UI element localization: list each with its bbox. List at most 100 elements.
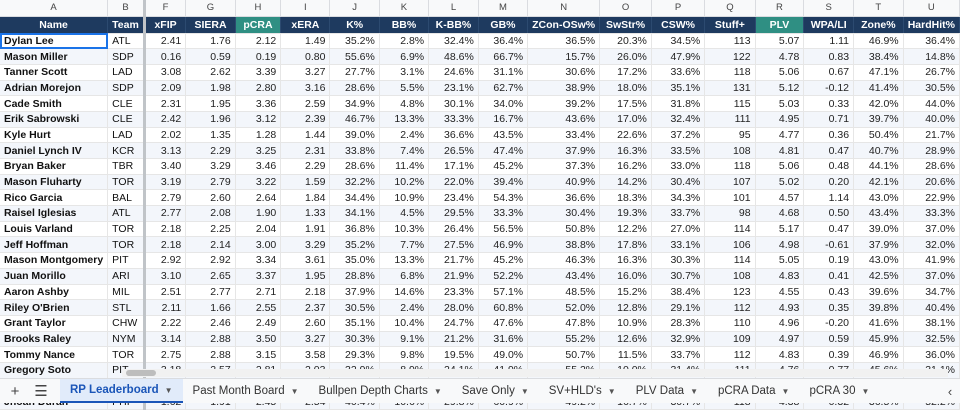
stat-cell[interactable]: 5.06 bbox=[755, 158, 805, 175]
stat-cell[interactable]: 33.3% bbox=[903, 205, 960, 222]
stat-cell[interactable]: 35.2% bbox=[329, 236, 380, 254]
stat-cell[interactable]: 46.3% bbox=[527, 252, 601, 269]
team-cell[interactable]: ARI bbox=[107, 268, 146, 285]
column-letter-p[interactable]: P bbox=[651, 0, 706, 17]
stat-cell[interactable]: 5.07 bbox=[755, 33, 805, 50]
stat-cell[interactable]: 20.6% bbox=[903, 174, 960, 191]
stat-cell[interactable]: 43.4% bbox=[527, 268, 601, 285]
stat-cell[interactable]: 19.5% bbox=[428, 346, 479, 363]
stat-cell[interactable]: 5.5% bbox=[379, 80, 430, 97]
tab-pcra-data[interactable]: pCRA Data ▼ bbox=[708, 379, 799, 403]
stat-cell[interactable]: 29.1% bbox=[651, 299, 706, 316]
stat-cell[interactable]: 1.49 bbox=[280, 33, 331, 50]
stat-cell[interactable]: 48.5% bbox=[527, 284, 601, 301]
stat-cell[interactable]: 39.0% bbox=[329, 127, 380, 144]
stat-cell[interactable]: 7.4% bbox=[379, 142, 430, 159]
stat-cell[interactable]: 45.9% bbox=[853, 331, 904, 348]
stat-cell[interactable]: 5.06 bbox=[755, 64, 805, 81]
stat-cell[interactable]: 14.8% bbox=[903, 48, 960, 65]
column-header[interactable]: pCRA bbox=[235, 16, 282, 34]
stat-cell[interactable]: -0.61 bbox=[803, 236, 855, 254]
player-name-cell[interactable]: Jeff Hoffman bbox=[0, 236, 109, 254]
stat-cell[interactable]: 17.1% bbox=[428, 158, 479, 175]
stat-cell[interactable]: 2.39 bbox=[280, 111, 331, 128]
stat-cell[interactable]: 28.0% bbox=[428, 299, 479, 316]
stat-cell[interactable]: 28.3% bbox=[651, 315, 706, 332]
stat-cell[interactable]: 2.31 bbox=[144, 95, 187, 112]
stat-cell[interactable]: 0.41 bbox=[803, 268, 855, 285]
stat-cell[interactable]: 3.15 bbox=[235, 346, 282, 363]
stat-cell[interactable]: 17.0% bbox=[599, 111, 652, 128]
column-header[interactable]: Team bbox=[107, 16, 146, 34]
stat-cell[interactable]: 4.5% bbox=[379, 205, 430, 222]
stat-cell[interactable]: 1.44 bbox=[280, 127, 331, 144]
stat-cell[interactable]: 2.18 bbox=[280, 284, 331, 301]
stat-cell[interactable]: 2.29 bbox=[280, 158, 331, 175]
stat-cell[interactable]: 36.0% bbox=[903, 346, 960, 363]
stat-cell[interactable]: 9.8% bbox=[379, 346, 430, 363]
stat-cell[interactable]: 113 bbox=[704, 33, 756, 50]
stat-cell[interactable]: 32.2% bbox=[329, 174, 380, 191]
tab-pcra-30[interactable]: pCRA 30 ▼ bbox=[799, 379, 879, 403]
stat-cell[interactable]: 2.60 bbox=[280, 315, 331, 332]
stat-cell[interactable]: 47.9% bbox=[651, 48, 706, 65]
stat-cell[interactable]: 114 bbox=[704, 221, 756, 238]
stat-cell[interactable]: 45.2% bbox=[478, 158, 529, 175]
tab-scroll-left-icon[interactable]: ‹ bbox=[947, 383, 953, 399]
player-name-cell[interactable]: Juan Morillo bbox=[0, 268, 109, 285]
tab-rp-leaderboard[interactable]: RP Leaderboard ▼ bbox=[60, 379, 183, 403]
stat-cell[interactable]: 0.36 bbox=[803, 127, 855, 144]
column-header[interactable]: WPA/LI bbox=[803, 16, 855, 34]
stat-cell[interactable]: 13.3% bbox=[379, 252, 430, 269]
player-name-cell[interactable]: Daniel Lynch IV bbox=[0, 142, 109, 159]
chevron-down-icon[interactable]: ▼ bbox=[433, 386, 442, 396]
stat-cell[interactable]: 123 bbox=[704, 284, 756, 301]
stat-cell[interactable]: 2.77 bbox=[144, 205, 187, 222]
stat-cell[interactable]: 36.5% bbox=[527, 33, 601, 50]
chevron-down-icon[interactable]: ▼ bbox=[164, 385, 173, 395]
stat-cell[interactable]: 34.1% bbox=[329, 205, 380, 222]
stat-cell[interactable]: 21.7% bbox=[903, 127, 960, 144]
chevron-down-icon[interactable]: ▼ bbox=[290, 386, 299, 396]
stat-cell[interactable]: 34.7% bbox=[903, 284, 960, 301]
stat-cell[interactable]: 24.6% bbox=[428, 64, 479, 81]
chevron-down-icon[interactable]: ▼ bbox=[690, 386, 698, 396]
stat-cell[interactable]: 3.00 bbox=[235, 236, 282, 254]
stat-cell[interactable]: 36.4% bbox=[903, 33, 960, 50]
stat-cell[interactable]: 43.0% bbox=[853, 252, 904, 269]
player-name-cell[interactable]: Mason Fluharty bbox=[0, 174, 109, 191]
stat-cell[interactable]: 2.31 bbox=[280, 142, 331, 159]
stat-cell[interactable]: 13.3% bbox=[379, 111, 430, 128]
stat-cell[interactable]: 37.9% bbox=[853, 236, 904, 254]
stat-cell[interactable]: 131 bbox=[704, 80, 756, 97]
stat-cell[interactable]: 4.57 bbox=[755, 189, 805, 207]
player-name-cell[interactable]: Erik Sabrowski bbox=[0, 111, 109, 128]
stat-cell[interactable]: 2.49 bbox=[235, 315, 282, 332]
stat-cell[interactable]: 0.47 bbox=[803, 221, 855, 238]
column-letter-i[interactable]: I bbox=[280, 0, 331, 17]
column-letter-g[interactable]: G bbox=[185, 0, 236, 17]
stat-cell[interactable]: 30.5% bbox=[329, 299, 380, 316]
stat-cell[interactable]: 4.55 bbox=[755, 284, 805, 301]
team-cell[interactable]: STL bbox=[107, 299, 146, 316]
stat-cell[interactable]: 10.3% bbox=[379, 221, 430, 238]
stat-cell[interactable]: 2.88 bbox=[185, 331, 236, 348]
stat-cell[interactable]: 115 bbox=[704, 95, 756, 112]
stat-cell[interactable]: 42.1% bbox=[853, 174, 904, 191]
stat-cell[interactable]: 30.1% bbox=[428, 95, 479, 112]
stat-cell[interactable]: 108 bbox=[704, 142, 756, 159]
stat-cell[interactable]: 37.3% bbox=[527, 158, 601, 175]
stat-cell[interactable]: 7.7% bbox=[379, 236, 430, 254]
stat-cell[interactable]: 26.7% bbox=[903, 64, 960, 81]
stat-cell[interactable]: 36.8% bbox=[329, 221, 380, 238]
stat-cell[interactable]: 62.7% bbox=[478, 80, 529, 97]
team-cell[interactable]: ATL bbox=[107, 205, 146, 222]
stat-cell[interactable]: 2.42 bbox=[144, 111, 187, 128]
stat-cell[interactable]: 32.4% bbox=[651, 111, 706, 128]
stat-cell[interactable]: 26.5% bbox=[428, 142, 479, 159]
stat-cell[interactable]: 3.27 bbox=[280, 64, 331, 81]
stat-cell[interactable]: 22.0% bbox=[428, 174, 479, 191]
stat-cell[interactable]: 2.08 bbox=[185, 205, 236, 222]
stat-cell[interactable]: 2.4% bbox=[379, 127, 430, 144]
stat-cell[interactable]: 36.6% bbox=[428, 127, 479, 144]
